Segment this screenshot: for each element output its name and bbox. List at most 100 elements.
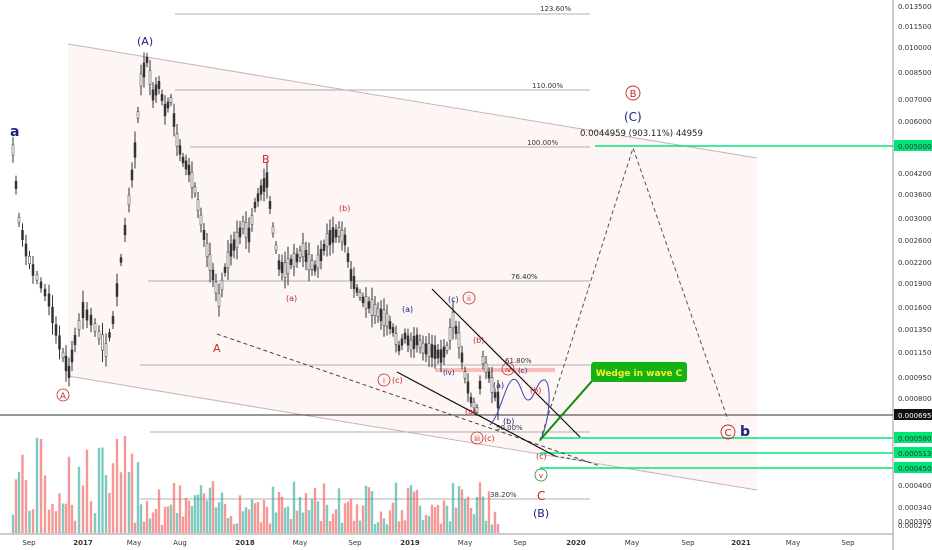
support-dashed-line bbox=[216, 333, 601, 467]
volume-bar bbox=[142, 521, 146, 533]
candle-body bbox=[208, 254, 212, 271]
volume-bar bbox=[47, 509, 51, 533]
candle-body bbox=[24, 243, 28, 257]
candle-body bbox=[346, 253, 350, 262]
candle-body bbox=[469, 396, 473, 404]
wave-label: A bbox=[60, 392, 67, 402]
volume-bar bbox=[484, 520, 488, 533]
volume-bar bbox=[328, 521, 332, 533]
candle-body bbox=[220, 279, 224, 291]
candle-body bbox=[151, 89, 155, 101]
volume-bar bbox=[409, 484, 413, 533]
volume-bar bbox=[322, 483, 326, 533]
volume-bar bbox=[367, 487, 371, 533]
volume-bar bbox=[256, 502, 260, 533]
candle-body bbox=[466, 381, 470, 394]
candle-body bbox=[97, 330, 101, 340]
volume-bar bbox=[313, 487, 317, 533]
candle-body bbox=[301, 242, 305, 258]
candle-body bbox=[454, 326, 458, 334]
volume-bar bbox=[223, 503, 227, 533]
fib-label-382: 38.20% bbox=[490, 491, 517, 499]
candle-body bbox=[77, 320, 81, 330]
volume-bar bbox=[199, 485, 203, 533]
candles bbox=[11, 52, 500, 420]
volume-bar bbox=[289, 518, 293, 533]
wave-label: (iv) bbox=[443, 369, 455, 377]
time-tick-label: May bbox=[127, 539, 141, 547]
wave-circle bbox=[534, 468, 548, 482]
candle-body bbox=[115, 283, 119, 297]
candle-body bbox=[31, 264, 35, 276]
candle-body bbox=[328, 230, 332, 245]
price-highlight-tag bbox=[894, 447, 932, 458]
candle-body bbox=[250, 215, 254, 225]
volume-bar bbox=[238, 495, 242, 533]
volume-bar bbox=[64, 503, 68, 533]
target-lines bbox=[540, 145, 893, 469]
volume-bar bbox=[24, 480, 28, 533]
candle-body bbox=[325, 233, 329, 247]
candle-body bbox=[148, 70, 152, 85]
candle-body bbox=[145, 56, 149, 64]
volume-bar bbox=[415, 489, 419, 533]
candle-body bbox=[388, 320, 392, 330]
candle-body bbox=[235, 231, 239, 249]
volume-bar bbox=[244, 507, 248, 533]
volume-bar bbox=[35, 437, 39, 533]
volume-bar bbox=[101, 447, 104, 533]
volume-bar bbox=[433, 507, 437, 533]
candle-body bbox=[382, 309, 386, 326]
volume-bar bbox=[196, 494, 200, 533]
volume-bar bbox=[385, 524, 389, 533]
volume-bar bbox=[334, 509, 338, 533]
time-tick-label: May bbox=[458, 539, 472, 547]
volume-bar bbox=[493, 511, 497, 533]
price-highlight-tag bbox=[894, 462, 932, 473]
candle-body bbox=[445, 345, 449, 351]
candle-body bbox=[316, 254, 320, 269]
volume-bar bbox=[108, 492, 111, 533]
volume-bar bbox=[343, 503, 347, 533]
wave-label: (c) bbox=[484, 434, 495, 443]
volume-bar bbox=[111, 463, 115, 533]
volume-bar bbox=[77, 466, 81, 533]
candle-body bbox=[283, 262, 287, 278]
fib-label-100: 100.00% bbox=[527, 139, 558, 147]
fib-label-50: 50.00% bbox=[496, 424, 523, 432]
candle-body bbox=[436, 349, 440, 359]
candle-body bbox=[307, 253, 311, 271]
candle-body bbox=[28, 256, 31, 264]
candle-body bbox=[139, 73, 143, 87]
price-axis-panel[interactable] bbox=[893, 0, 932, 550]
candle-body bbox=[364, 296, 368, 309]
candle-body bbox=[418, 339, 422, 349]
volume-bar bbox=[220, 492, 224, 533]
candle-body bbox=[457, 332, 461, 348]
candle-body bbox=[493, 392, 497, 398]
volume-bar bbox=[475, 496, 479, 533]
volume-bar bbox=[187, 500, 191, 533]
wave-circle bbox=[462, 291, 476, 305]
volume-bar bbox=[319, 521, 323, 533]
candle-body bbox=[340, 229, 344, 243]
volume-bar bbox=[424, 514, 428, 533]
annotation-pointer bbox=[539, 371, 601, 441]
volume-bar bbox=[81, 485, 85, 533]
volume-bar bbox=[157, 489, 161, 533]
volume-bar bbox=[421, 520, 425, 533]
candle-body bbox=[280, 262, 284, 273]
volume-bar bbox=[160, 524, 164, 533]
wave-label: A bbox=[213, 342, 221, 355]
volume-bar bbox=[451, 483, 455, 533]
volume-bar bbox=[283, 507, 287, 533]
wave-label: (c) bbox=[448, 295, 459, 304]
candle-body bbox=[259, 185, 263, 195]
candle-body bbox=[295, 253, 299, 263]
volume-bar bbox=[154, 508, 158, 533]
